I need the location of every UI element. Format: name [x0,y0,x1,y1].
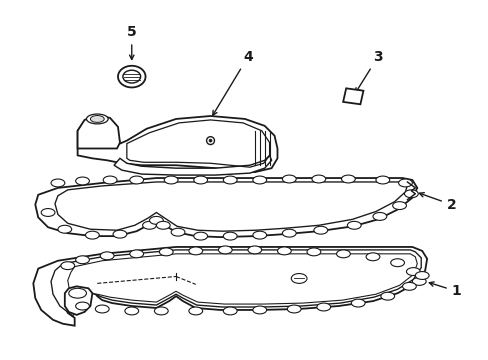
Ellipse shape [392,202,406,210]
Ellipse shape [95,305,109,313]
Ellipse shape [346,221,361,229]
Ellipse shape [316,303,330,311]
Ellipse shape [306,248,320,256]
Ellipse shape [159,248,173,256]
Ellipse shape [129,250,143,258]
Ellipse shape [69,288,86,298]
Ellipse shape [154,307,168,315]
Ellipse shape [100,252,114,260]
Polygon shape [78,115,120,148]
Ellipse shape [252,306,266,314]
Polygon shape [343,88,363,104]
Ellipse shape [252,231,266,239]
Ellipse shape [118,66,145,87]
Circle shape [209,139,212,142]
Ellipse shape [223,232,237,240]
Ellipse shape [223,307,237,315]
Ellipse shape [76,177,89,185]
Polygon shape [51,250,420,316]
Ellipse shape [375,176,389,184]
Ellipse shape [41,208,55,216]
Ellipse shape [291,274,306,283]
Text: 2: 2 [419,193,456,212]
Ellipse shape [404,190,417,198]
Ellipse shape [90,116,104,122]
Ellipse shape [76,302,89,310]
Ellipse shape [372,212,386,220]
Ellipse shape [411,278,425,285]
Polygon shape [55,182,407,231]
Polygon shape [78,116,277,172]
Ellipse shape [223,176,237,184]
Ellipse shape [188,307,202,315]
Polygon shape [114,156,271,175]
Ellipse shape [406,267,419,275]
Ellipse shape [282,175,296,183]
Ellipse shape [414,271,428,279]
Ellipse shape [124,307,139,315]
Ellipse shape [313,226,327,234]
Ellipse shape [336,250,349,258]
Ellipse shape [341,175,355,183]
Text: 3: 3 [355,50,382,93]
Polygon shape [65,286,92,315]
Ellipse shape [122,70,141,83]
Ellipse shape [156,221,170,229]
Ellipse shape [193,176,207,184]
Ellipse shape [142,221,156,229]
Ellipse shape [390,259,404,267]
Ellipse shape [252,176,266,184]
Polygon shape [35,178,416,237]
Ellipse shape [164,176,178,184]
Ellipse shape [171,228,184,236]
Ellipse shape [366,253,379,261]
Ellipse shape [282,229,296,237]
Ellipse shape [58,225,72,233]
Ellipse shape [61,262,75,270]
Ellipse shape [188,247,202,255]
Ellipse shape [218,246,232,254]
Ellipse shape [287,305,301,313]
Ellipse shape [149,216,163,224]
Ellipse shape [113,230,126,238]
Ellipse shape [380,292,394,300]
Ellipse shape [247,246,261,254]
Ellipse shape [85,231,99,239]
Ellipse shape [103,176,117,184]
Polygon shape [33,247,426,326]
Ellipse shape [402,282,415,290]
Text: 5: 5 [126,25,136,59]
Ellipse shape [86,114,108,124]
Ellipse shape [193,232,207,240]
Ellipse shape [51,179,65,187]
Ellipse shape [277,247,291,255]
Text: 4: 4 [212,50,252,115]
Ellipse shape [76,256,89,264]
Ellipse shape [311,175,325,183]
Ellipse shape [398,179,411,187]
Ellipse shape [350,299,365,307]
Ellipse shape [129,176,143,184]
Text: 1: 1 [428,282,461,298]
